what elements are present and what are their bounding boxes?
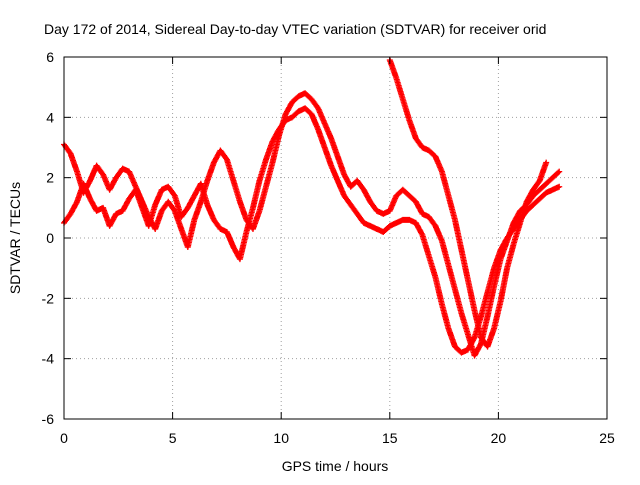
x-tick-label: 10 [273, 430, 289, 446]
grid [64, 57, 607, 419]
x-tick-label: 25 [599, 430, 615, 446]
plot-data [61, 57, 563, 359]
y-axis-label: SDTVAR / TECUs [7, 182, 23, 294]
x-axis-label: GPS time / hours [282, 458, 389, 474]
y-tick-label: -2 [42, 290, 55, 306]
y-tick-label: 4 [46, 109, 54, 125]
series-markers [386, 57, 550, 350]
y-tick-label: -4 [42, 351, 55, 367]
x-tick-label: 5 [169, 430, 177, 446]
series [386, 57, 550, 350]
ticks: 0 5 10 15 20 25 -6 -4 -2 0 2 4 6 [42, 49, 615, 446]
x-tick-label: 0 [60, 430, 68, 446]
plot-border [63, 56, 608, 420]
y-tick-label: 2 [46, 170, 54, 186]
chart-title: Day 172 of 2014, Sidereal Day-to-day VTE… [44, 21, 546, 37]
series-markers [61, 90, 563, 359]
y-tick-label: -6 [42, 411, 55, 427]
x-tick-label: 20 [491, 430, 507, 446]
y-tick-label: 6 [46, 49, 54, 65]
series [61, 90, 563, 359]
x-tick-label: 15 [382, 430, 398, 446]
y-tick-label: 0 [46, 230, 54, 246]
